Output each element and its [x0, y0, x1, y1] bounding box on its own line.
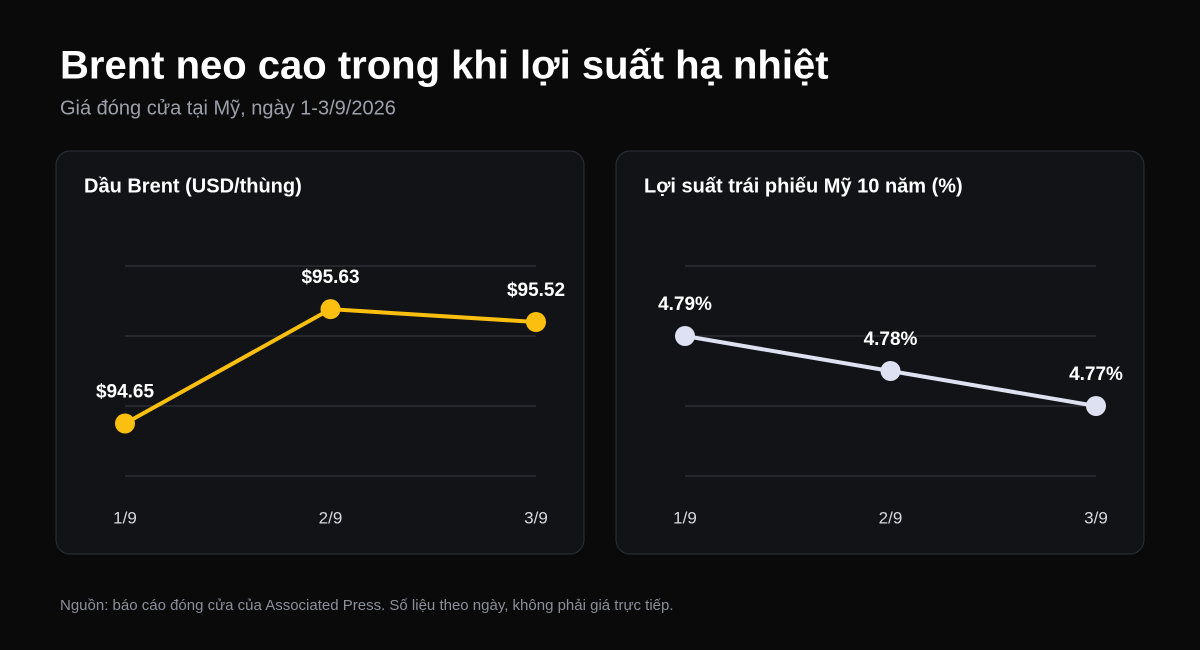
panel	[615, 150, 1145, 555]
point	[675, 326, 695, 346]
point	[115, 413, 135, 434]
value-label: $94.65	[96, 382, 155, 403]
point	[526, 312, 546, 332]
x-tick-label: 3/9	[1084, 508, 1108, 527]
x-tick-label: 3/9	[524, 508, 548, 527]
value-label: 4.78%	[864, 329, 918, 350]
panel	[55, 150, 585, 555]
x-tick-label: 1/9	[673, 508, 697, 527]
point	[320, 299, 341, 320]
subtitle: Giá đóng cửa tại Mỹ, ngày 1-3/9/2026	[60, 97, 396, 119]
chart-title: Lợi suất trái phiếu Mỹ 10 năm (%)	[644, 175, 963, 197]
value-label: $95.52	[507, 280, 565, 301]
x-tick-label: 2/9	[319, 508, 343, 527]
value-label: $95.63	[301, 267, 359, 288]
source-note: Nguồn: báo cáo đóng cửa của Associated P…	[60, 597, 674, 614]
x-tick-label: 1/9	[113, 508, 137, 527]
value-label: 4.77%	[1069, 364, 1123, 385]
point	[880, 361, 901, 381]
value-label: 4.79%	[658, 294, 712, 315]
chart-title: Dầu Brent (USD/thùng)	[84, 175, 302, 197]
title: Brent neo cao trong khi lợi suất hạ nhiệ…	[60, 44, 829, 88]
point	[1086, 396, 1106, 416]
x-tick-label: 2/9	[879, 508, 903, 527]
